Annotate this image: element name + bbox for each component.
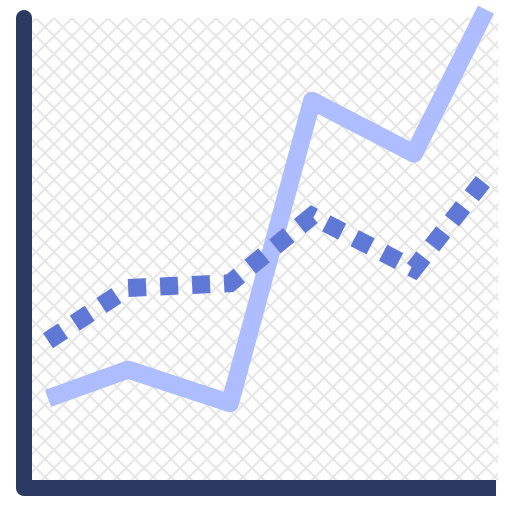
series-solid-line: [44, 5, 495, 413]
series-dotted-line: [43, 172, 494, 349]
series-layer: [43, 5, 495, 413]
